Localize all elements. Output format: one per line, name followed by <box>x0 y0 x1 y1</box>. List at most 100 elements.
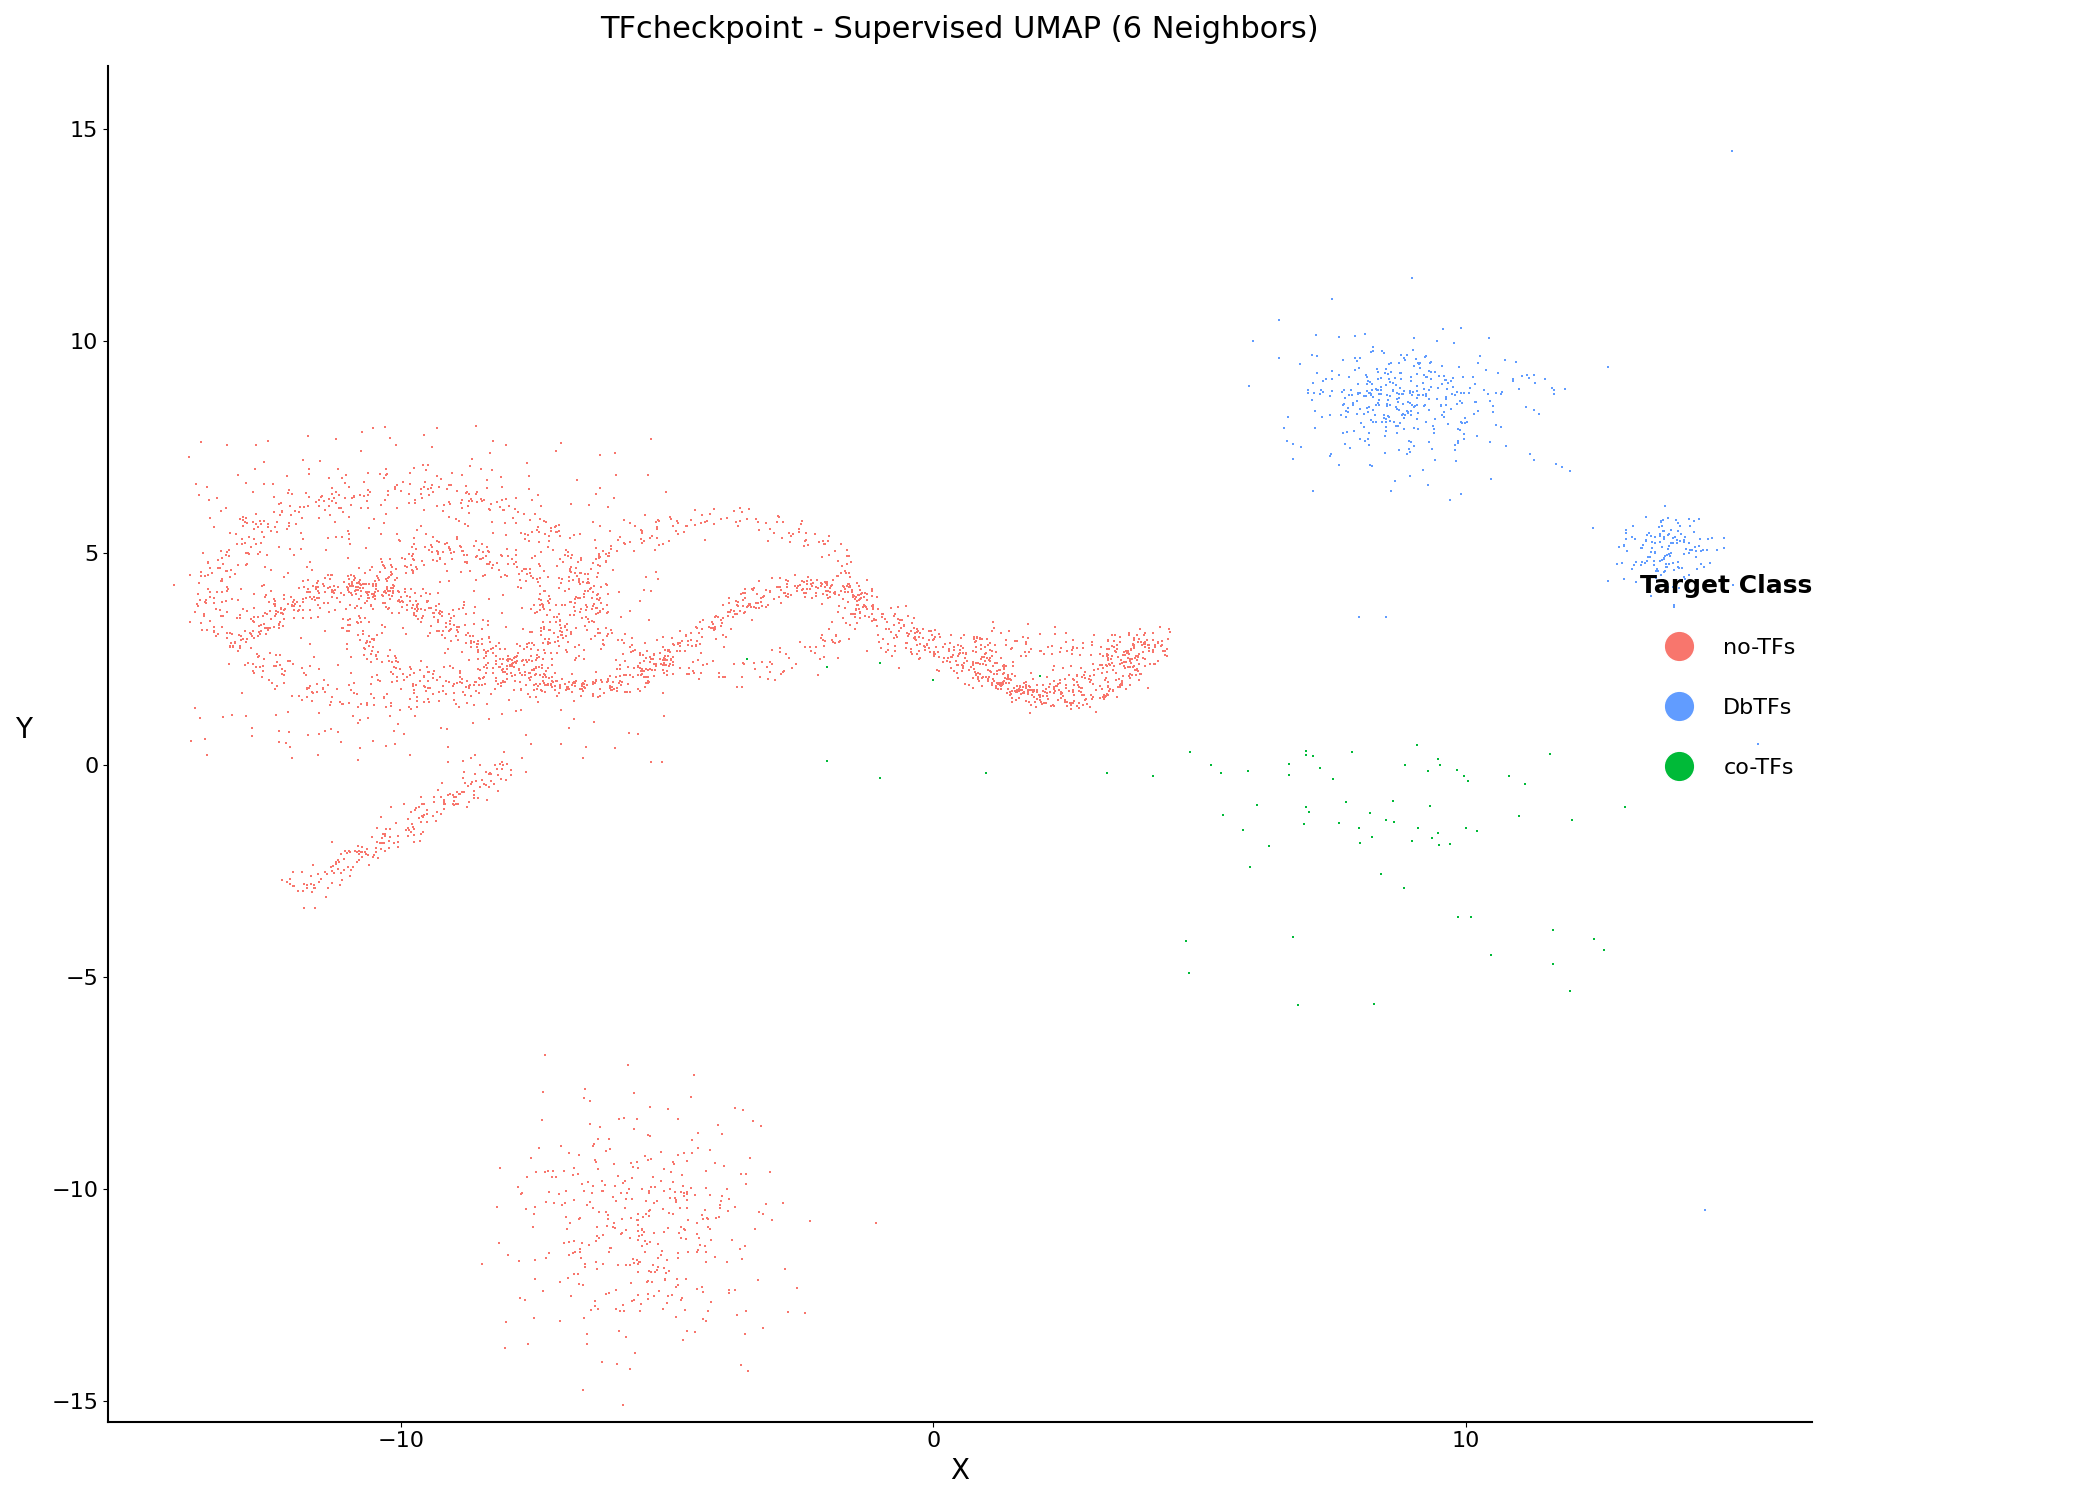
Point <box>1636 536 1670 560</box>
Point <box>242 624 275 648</box>
Point <box>357 507 391 531</box>
Point <box>958 627 991 651</box>
Point <box>422 608 456 631</box>
Point <box>359 645 393 669</box>
Point <box>1426 405 1460 429</box>
Point <box>1644 562 1678 586</box>
Point <box>1092 644 1126 668</box>
Point <box>764 639 798 663</box>
Point <box>1296 370 1329 394</box>
Point <box>1042 678 1075 702</box>
Point <box>393 460 426 484</box>
Point <box>485 660 519 684</box>
Point <box>758 669 792 693</box>
Point <box>1128 634 1161 658</box>
Point <box>588 633 622 657</box>
Point <box>332 564 365 588</box>
Point <box>416 435 449 459</box>
Point <box>1474 944 1508 968</box>
Point <box>590 669 624 693</box>
Point <box>638 1260 672 1284</box>
Point <box>1357 339 1390 363</box>
Point <box>1401 393 1434 417</box>
Point <box>353 580 386 604</box>
Point <box>1315 378 1348 402</box>
Point <box>718 1278 752 1302</box>
Point <box>340 682 374 706</box>
Point <box>565 747 598 771</box>
Point <box>458 672 491 696</box>
Point <box>1027 684 1061 708</box>
Point <box>244 512 277 536</box>
Point <box>596 670 630 694</box>
Point <box>914 620 947 644</box>
Point <box>918 640 951 664</box>
Point <box>267 598 300 622</box>
Point <box>340 610 374 634</box>
Point <box>458 778 491 802</box>
Point <box>206 570 239 594</box>
Point <box>1401 380 1434 404</box>
Point <box>1331 400 1365 424</box>
Point <box>565 672 598 696</box>
Point <box>819 540 853 564</box>
Point <box>638 510 672 534</box>
Point <box>321 720 355 744</box>
Point <box>830 610 863 634</box>
Point <box>722 598 756 622</box>
Point <box>956 666 989 690</box>
Point <box>1092 684 1126 708</box>
Point <box>494 759 527 783</box>
Point <box>481 632 514 656</box>
Point <box>972 666 1006 690</box>
Point <box>302 579 336 603</box>
Point <box>1382 390 1415 414</box>
Point <box>626 520 659 544</box>
Point <box>1409 382 1443 406</box>
Point <box>1352 381 1386 405</box>
Point <box>1348 402 1382 426</box>
Point <box>615 664 649 688</box>
Point <box>567 680 601 703</box>
Point <box>279 512 313 536</box>
Point <box>542 513 575 537</box>
Point <box>1012 678 1046 702</box>
Point <box>821 646 855 670</box>
Point <box>1690 526 1724 550</box>
Point <box>960 640 993 664</box>
Point <box>466 488 500 512</box>
Point <box>496 654 529 678</box>
Point <box>825 606 859 630</box>
Point <box>620 1208 653 1231</box>
Point <box>823 628 857 652</box>
Point <box>640 1256 674 1280</box>
Point <box>1646 568 1680 592</box>
Point <box>605 1172 638 1196</box>
Point <box>920 634 953 658</box>
Point <box>680 1136 714 1160</box>
Point <box>286 586 319 610</box>
Point <box>294 871 328 895</box>
Point <box>229 705 262 729</box>
Point <box>466 771 500 795</box>
Point <box>958 630 991 654</box>
Point <box>884 609 918 633</box>
Point <box>344 840 378 864</box>
Point <box>1000 628 1033 652</box>
Point <box>598 1278 632 1302</box>
Point <box>523 645 556 669</box>
Point <box>930 650 964 674</box>
Point <box>601 680 634 703</box>
Point <box>351 693 384 717</box>
Point <box>563 1208 596 1231</box>
Point <box>527 639 561 663</box>
Point <box>1331 396 1365 420</box>
Point <box>1392 380 1426 404</box>
Point <box>435 618 468 642</box>
Point <box>1453 904 1487 928</box>
Point <box>332 578 365 602</box>
Point <box>412 669 445 693</box>
Point <box>1338 345 1371 369</box>
Point <box>729 1323 762 1347</box>
Point <box>1327 392 1361 416</box>
